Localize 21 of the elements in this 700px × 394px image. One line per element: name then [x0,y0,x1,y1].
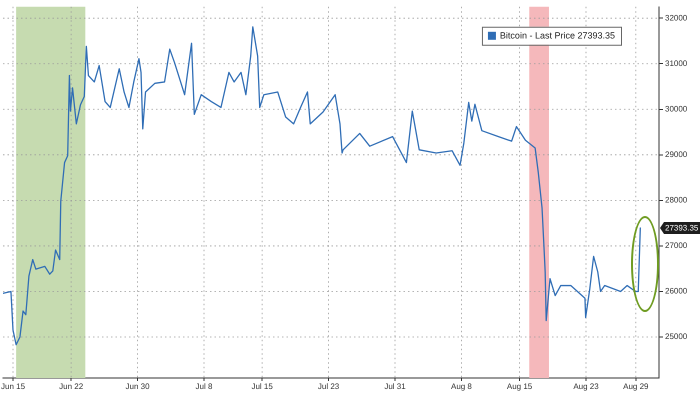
x-tick-label: Jun 22 [59,382,84,392]
legend-label: Bitcoin - Last Price 27393.35 [500,30,616,40]
x-tick-label: Jul 31 [384,382,406,392]
x-tick-label: Aug 29 [623,382,650,392]
text: 27393.35 [665,224,699,233]
x-tick-label: Jun 30 [126,382,150,392]
y-tick-label: 25000 [665,332,688,342]
y-tick-label: 28000 [665,196,688,205]
y-tick-label: 27000 [665,241,688,250]
y-tick-label: 29000 [665,150,688,160]
x-tick-label: Aug 15 [506,382,533,392]
x-tick-label: Jul 23 [318,382,340,392]
y-tick-label: 26000 [665,286,688,296]
x-tick-label: Aug 23 [573,382,600,392]
x-tick-label: Aug 8 [450,382,472,392]
x-tick-label: Jul 15 [251,382,274,392]
y-tick-label: 30000 [665,104,688,114]
y-tick-label: 31000 [665,58,688,68]
y-tick-label: 32000 [665,13,688,22]
x-tick-label: Jun 15 [0,382,26,392]
x-tick-label: Jul 8 [196,382,213,392]
